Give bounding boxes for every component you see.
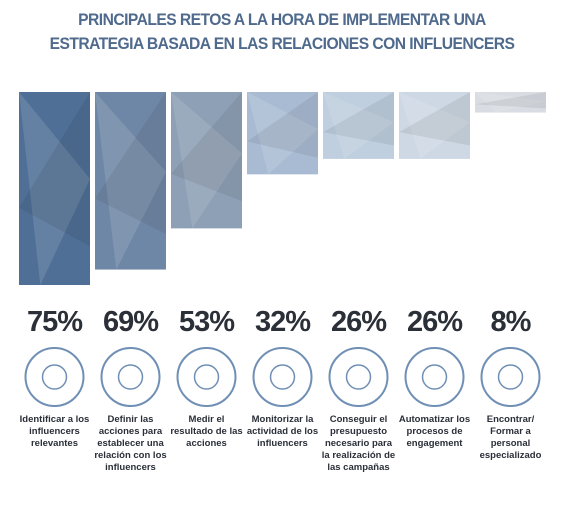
icon-ring	[100, 347, 161, 407]
bar-facet	[19, 92, 90, 285]
category-label: Conseguir el presupuesto necesario para …	[321, 414, 396, 473]
icon-inner	[497, 364, 524, 390]
bar-facet	[95, 92, 166, 235]
bar	[399, 92, 470, 159]
icon-inner	[345, 364, 372, 390]
bar-facet	[399, 92, 470, 146]
icon-inner	[193, 364, 220, 390]
icon-inner	[421, 364, 448, 390]
value-label: 32%	[254, 306, 311, 338]
icon-inner	[41, 364, 68, 390]
bar-facet	[171, 92, 242, 229]
icon-inner	[117, 364, 144, 390]
category-label: Encontrar/ Formar a personal especializa…	[479, 414, 542, 461]
icon-ring	[480, 347, 541, 407]
bar-facet	[171, 92, 242, 202]
value-label: 8%	[490, 306, 532, 338]
value-label: 26%	[330, 306, 387, 338]
value-label: 75%	[26, 306, 83, 338]
bar-facet	[475, 92, 546, 113]
bar-facet	[247, 92, 318, 158]
value-label: 69%	[102, 306, 159, 338]
category-label: Medir el resultado de las acciones	[170, 414, 243, 449]
icon-ring	[404, 347, 465, 407]
category-label: Identificar a los influencers relevantes	[19, 414, 90, 449]
category-label: Automatizar los procesos de engagement	[398, 414, 471, 449]
bar-facet	[19, 92, 90, 247]
icon-ring	[176, 347, 237, 407]
category-label: Definir las acciones para establecer una…	[94, 414, 167, 473]
bar	[247, 92, 318, 175]
bar-facet	[323, 92, 394, 159]
bar	[475, 92, 546, 113]
bar-facet	[95, 92, 166, 270]
value-label: 53%	[178, 306, 235, 338]
icon-inner	[269, 364, 296, 390]
icon-ring	[252, 347, 313, 407]
bar-facet	[399, 92, 470, 159]
bar-facet	[323, 92, 394, 146]
bar	[171, 92, 242, 229]
icon-ring	[24, 347, 85, 407]
bar	[95, 92, 166, 270]
bar-facet	[247, 92, 318, 175]
bar-facet	[475, 92, 546, 109]
value-label: 26%	[406, 306, 463, 338]
bar	[323, 92, 394, 159]
icon-ring	[328, 347, 389, 407]
bar	[19, 92, 90, 285]
chart-title: PRINCIPALES RETOS A LA HORA DE IMPLEMENT…	[49, 10, 515, 53]
category-label: Monitorizar la actividad de los influenc…	[246, 414, 319, 449]
